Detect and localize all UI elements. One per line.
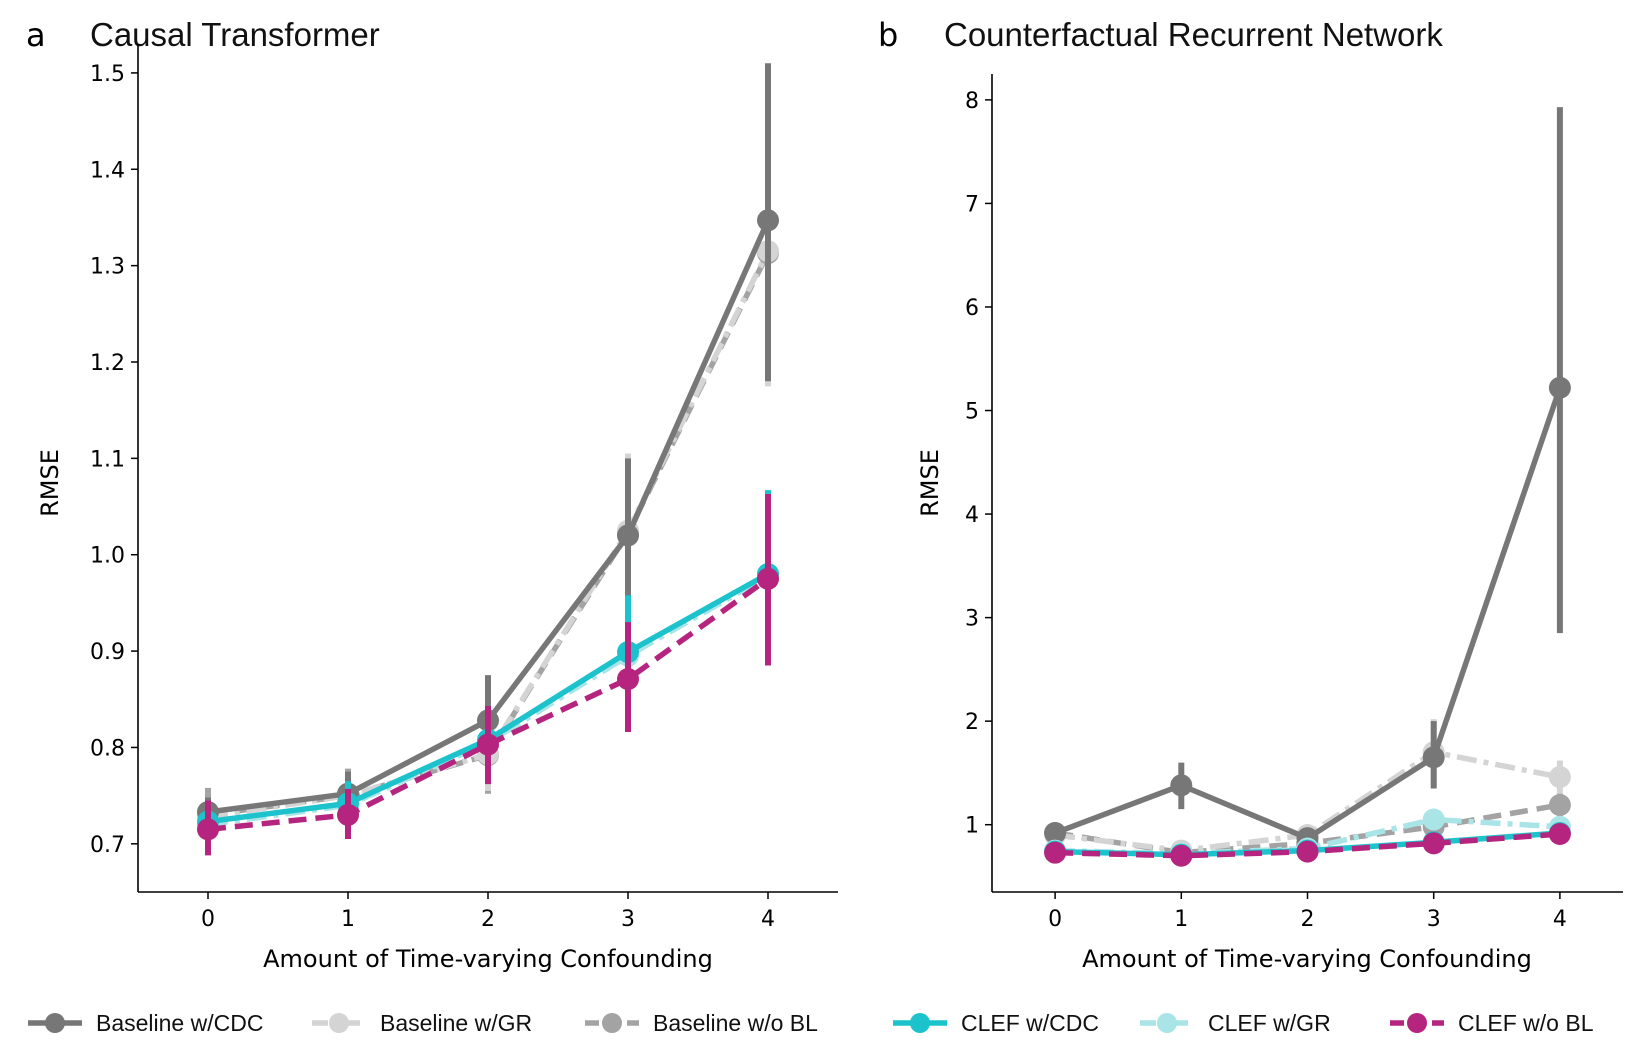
panel-counterfactual-recurrent-network: b Counterfactual Recurrent Network 0 1 2 3 4… [878, 16, 1623, 973]
point-b-clef-w-o-bl-1 [1170, 844, 1193, 867]
panel-title-a: Causal Transformer [90, 16, 380, 53]
y-tick-label-b-0: 1 [965, 814, 979, 839]
panel-letter-b: b [878, 16, 898, 54]
point-b-clef-w-o-bl-3 [1422, 832, 1445, 855]
y-tick-label-a-2: 0.9 [90, 640, 125, 665]
y-axis-label-b: RMSE [916, 449, 944, 517]
legend-label-clef-w-cdc: CLEF w/CDC [961, 1010, 1099, 1036]
point-b-baseline-w-cdc-0 [1044, 821, 1067, 844]
x-tick-label-b-1: 1 [1174, 907, 1188, 932]
x-tick-label-a-3: 3 [621, 907, 635, 932]
point-b-clef-w-o-bl-0 [1044, 841, 1067, 864]
ticks-a: 0 1 2 3 4 0.7 0.8 0.9 1.0 1.1 1.2 1.3 1.4 1.5 [90, 62, 775, 932]
y-tick-label-a-0: 0.7 [90, 833, 125, 858]
y-tick-label-a-6: 1.3 [90, 255, 125, 280]
panel-letter-a: a [26, 16, 46, 54]
y-tick-label-a-7: 1.4 [90, 158, 125, 183]
legend-item-clef-w-gr: CLEF w/GR [1140, 1010, 1331, 1036]
y-tick-label-b-7: 8 [965, 89, 979, 114]
x-axis-label-a: Amount of Time-varying Confounding [263, 945, 713, 973]
y-tick-label-b-6: 7 [965, 192, 979, 217]
series-layer-a [197, 63, 779, 856]
legend-item-baseline-w-o-bl: Baseline w/o BL [585, 1010, 818, 1036]
point-b-baseline-w-cdc-3 [1422, 746, 1445, 769]
y-tick-label-a-5: 1.2 [90, 351, 125, 376]
point-a-clef-w-o-bl-2 [477, 733, 499, 756]
y-tick-label-b-5: 6 [965, 296, 979, 321]
x-tick-label-b-0: 0 [1048, 907, 1062, 932]
legend-label-clef-w-gr: CLEF w/GR [1208, 1010, 1331, 1036]
legend-label-baseline-w-o-bl: Baseline w/o BL [653, 1010, 818, 1036]
point-b-clef-w-o-bl-4 [1548, 823, 1571, 846]
legend-marker-baseline-w-o-bl [602, 1013, 622, 1033]
legend-marker-clef-w-cdc [910, 1013, 930, 1033]
point-b-baseline-w-o-bl-4 [1548, 794, 1571, 817]
legend-marker-baseline-w-gr [329, 1013, 349, 1033]
point-b-clef-w-o-bl-2 [1296, 840, 1319, 863]
x-tick-label-a-1: 1 [341, 907, 355, 932]
legend-label-clef-w-o-bl: CLEF w/o BL [1458, 1010, 1594, 1036]
y-tick-label-b-3: 4 [965, 503, 979, 528]
legend-label-baseline-w-cdc: Baseline w/CDC [96, 1010, 263, 1036]
point-a-baseline-w-cdc-3 [617, 524, 639, 547]
y-tick-label-a-3: 1.0 [90, 544, 125, 569]
panel-title-b: Counterfactual Recurrent Network [944, 16, 1443, 53]
point-b-baseline-w-cdc-4 [1548, 376, 1571, 399]
series-b-baseline-w-cdc [1044, 107, 1571, 850]
point-b-clef-w-gr-3 [1422, 808, 1445, 831]
y-tick-label-a-1: 0.8 [90, 736, 125, 761]
legend: Baseline w/CDC Baseline w/GR Baseline w/o … [28, 1010, 1594, 1036]
point-a-baseline-w-cdc-4 [757, 209, 779, 232]
ticks-b: 0 1 2 3 4 1 2 3 4 5 6 7 8 [965, 89, 1567, 932]
y-tick-label-b-1: 2 [965, 710, 979, 735]
x-tick-label-a-2: 2 [481, 907, 495, 932]
legend-item-baseline-w-gr: Baseline w/GR [312, 1010, 532, 1036]
y-tick-label-b-4: 5 [965, 400, 979, 425]
x-tick-label-a-4: 4 [761, 907, 775, 932]
x-tick-label-b-4: 4 [1553, 907, 1567, 932]
x-tick-label-a-0: 0 [201, 907, 215, 932]
legend-marker-clef-w-gr [1157, 1013, 1177, 1033]
y-tick-label-a-8: 1.5 [90, 62, 125, 87]
panel-causal-transformer: a Causal Transformer 0 1 2 3 4 0.7 0.8 0.9 1.0 1.… [26, 16, 838, 973]
legend-marker-clef-w-o-bl [1407, 1013, 1427, 1033]
legend-marker-baseline-w-cdc [45, 1013, 65, 1033]
point-a-clef-w-o-bl-3 [617, 668, 639, 691]
series-a-clef-w-o-bl [197, 494, 779, 856]
point-a-clef-w-o-bl-4 [757, 567, 779, 590]
x-tick-label-b-2: 2 [1301, 907, 1315, 932]
y-axis-label-a: RMSE [36, 449, 64, 517]
legend-label-baseline-w-gr: Baseline w/GR [380, 1010, 532, 1036]
series-b-clef-w-o-bl [1044, 823, 1571, 867]
x-axis-label-b: Amount of Time-varying Confounding [1082, 945, 1532, 973]
point-a-clef-w-o-bl-0 [197, 818, 219, 841]
series-line-b-baseline-w-gr [1054, 749, 1561, 854]
y-tick-label-a-4: 1.1 [90, 447, 125, 472]
point-b-baseline-w-gr-4 [1548, 766, 1571, 789]
series-layer-b [1044, 107, 1571, 867]
y-tick-label-b-2: 3 [965, 607, 979, 632]
legend-item-clef-w-cdc: CLEF w/CDC [893, 1010, 1099, 1036]
x-tick-label-b-3: 3 [1427, 907, 1441, 932]
legend-item-baseline-w-cdc: Baseline w/CDC [28, 1010, 263, 1036]
point-a-clef-w-o-bl-1 [337, 803, 359, 826]
point-b-baseline-w-cdc-1 [1170, 774, 1193, 797]
legend-item-clef-w-o-bl: CLEF w/o BL [1390, 1010, 1594, 1036]
series-line-b-baseline-w-cdc [1054, 386, 1563, 841]
